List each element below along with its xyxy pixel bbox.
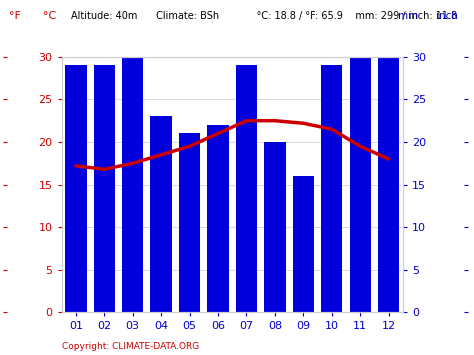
Bar bbox=[93, 65, 115, 312]
Text: inch: inch bbox=[436, 11, 458, 21]
Text: °C: °C bbox=[43, 11, 56, 21]
Text: Altitude: 40m      Climate: BSh            °C: 18.8 / °F: 65.9    mm: 299 / inch: Altitude: 40m Climate: BSh °C: 18.8 / °F… bbox=[71, 11, 457, 21]
Bar bbox=[292, 176, 314, 312]
Bar bbox=[150, 116, 172, 312]
Text: Copyright: CLIMATE-DATA.ORG: Copyright: CLIMATE-DATA.ORG bbox=[62, 343, 199, 351]
Bar bbox=[349, 57, 371, 312]
Bar bbox=[207, 125, 228, 312]
Bar bbox=[264, 142, 285, 312]
Bar bbox=[122, 57, 143, 312]
Bar bbox=[378, 57, 399, 312]
Text: °F: °F bbox=[9, 11, 21, 21]
Bar bbox=[321, 65, 342, 312]
Bar bbox=[236, 65, 257, 312]
Bar bbox=[65, 65, 86, 312]
Text: mm: mm bbox=[398, 11, 419, 21]
Bar bbox=[179, 133, 200, 312]
